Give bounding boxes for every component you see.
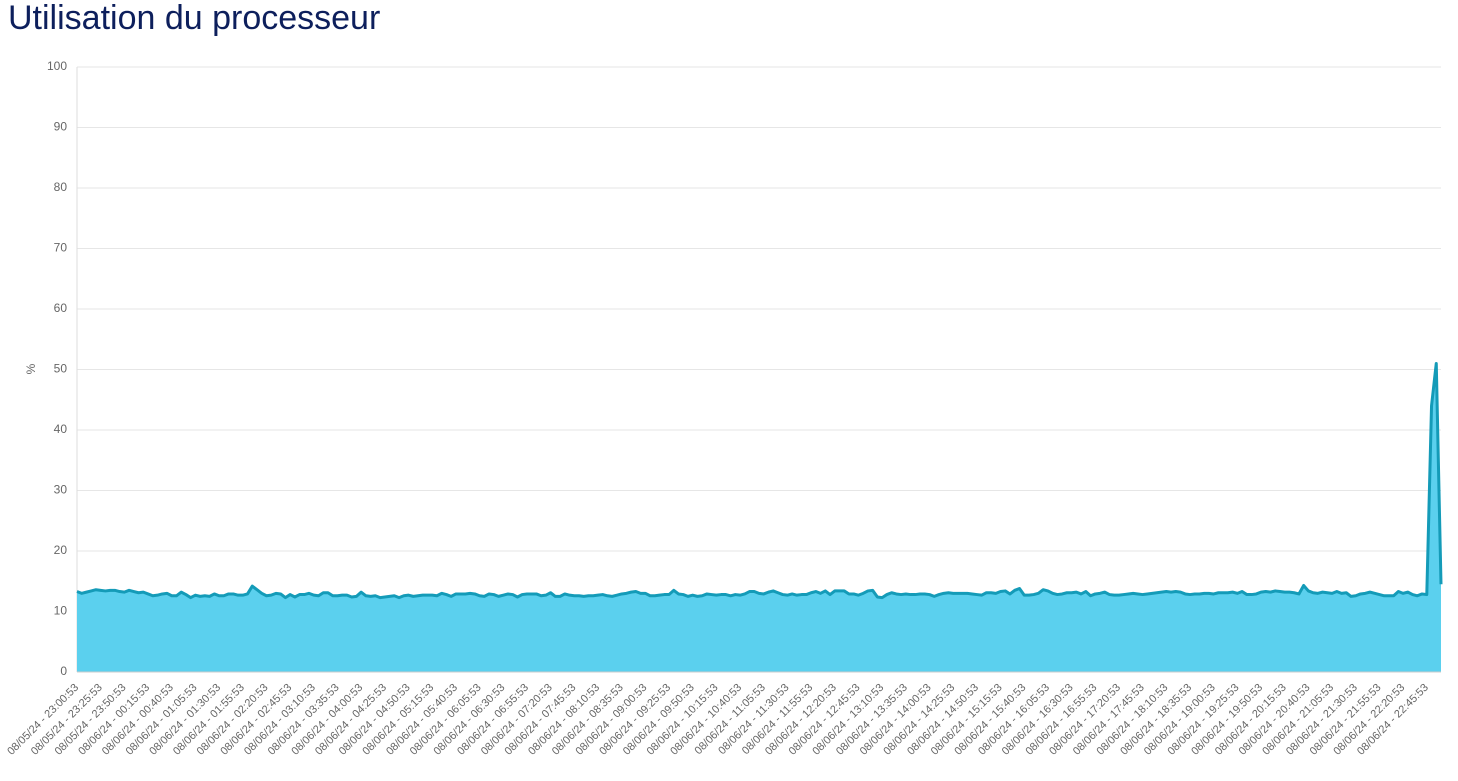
y-tick-label: 50 <box>54 362 68 376</box>
y-tick-label: 40 <box>54 422 68 436</box>
line <box>76 361 1443 600</box>
y-tick-label: 80 <box>54 180 68 194</box>
y-tick-label: 0 <box>60 664 67 678</box>
y-tick-label: 20 <box>54 543 68 557</box>
chart-title: Utilisation du processeur <box>8 0 380 37</box>
y-tick-label: 100 <box>47 59 67 73</box>
y-tick-label: 70 <box>54 241 68 255</box>
y-tick-label: 60 <box>54 301 68 315</box>
y-tick-label: 30 <box>54 483 68 497</box>
y-tick-label: 10 <box>54 604 68 618</box>
area <box>77 363 1441 672</box>
y-tick-label: 90 <box>54 120 68 134</box>
y-axis-label: % <box>24 363 38 374</box>
